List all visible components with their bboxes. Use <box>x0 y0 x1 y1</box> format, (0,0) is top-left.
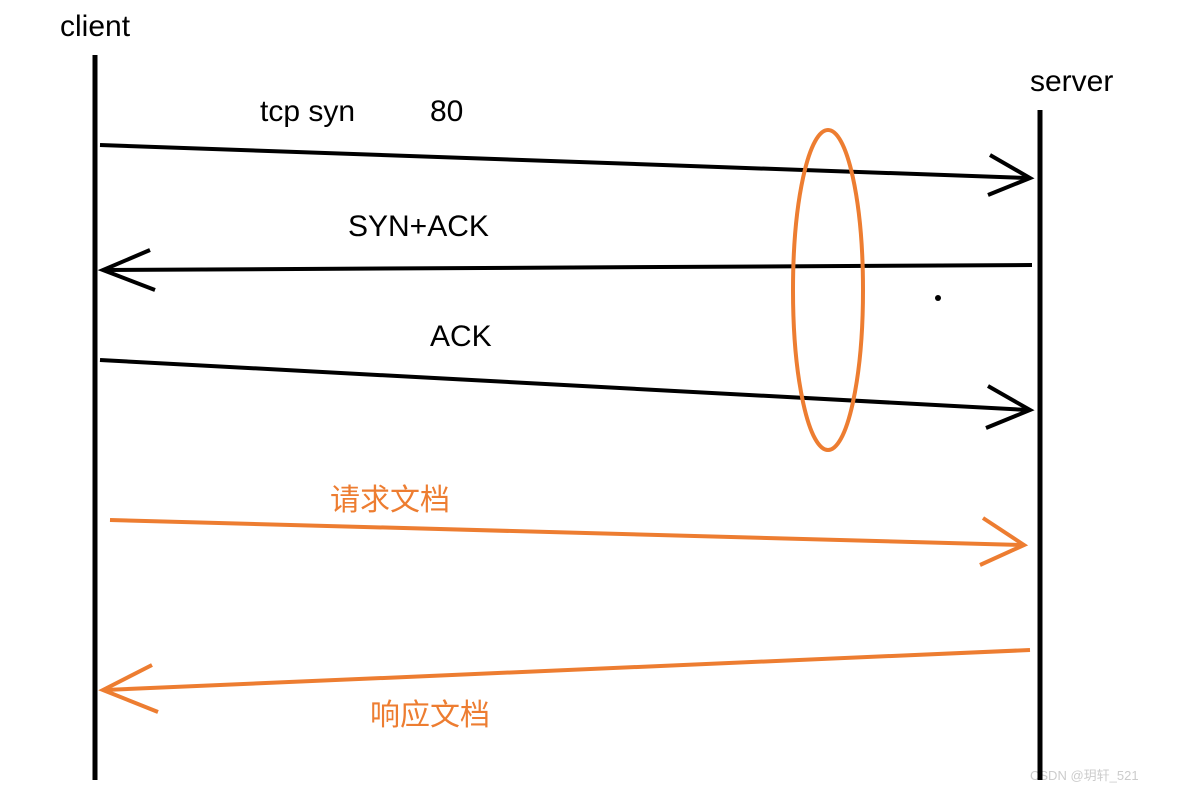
diagram-svg <box>0 0 1179 787</box>
handshake-highlight-ellipse <box>793 130 863 450</box>
synack-arrow-line <box>105 265 1032 270</box>
dot-marker <box>935 295 941 301</box>
syn-arrow-line <box>100 145 1028 178</box>
response-arrow-line <box>105 650 1030 690</box>
ack-arrow-line <box>100 360 1028 410</box>
request-arrow-line <box>110 520 1022 545</box>
request-arrow-head <box>980 518 1024 565</box>
